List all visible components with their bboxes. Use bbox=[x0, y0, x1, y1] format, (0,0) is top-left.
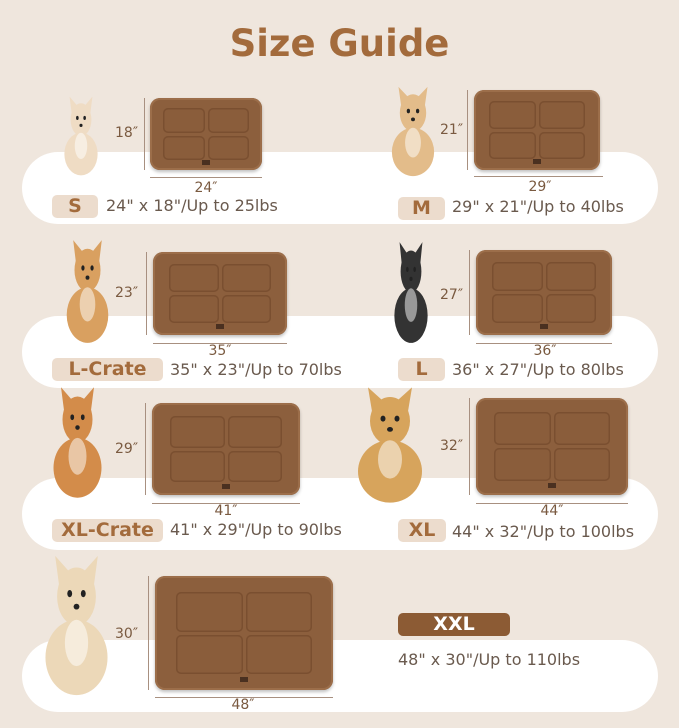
width-line bbox=[153, 343, 287, 344]
width-line bbox=[155, 697, 333, 698]
mat-image bbox=[150, 98, 262, 170]
size-spec: 48" x 30"/Up to 110lbs bbox=[398, 650, 581, 669]
width-line bbox=[476, 503, 628, 504]
size-badge: XXL bbox=[398, 613, 510, 636]
width-line bbox=[474, 176, 603, 177]
height-line bbox=[469, 250, 470, 335]
dog-photo bbox=[340, 385, 440, 505]
mat-image bbox=[153, 252, 287, 335]
width-label: 44″ bbox=[540, 503, 564, 519]
dog-photo bbox=[55, 95, 107, 177]
height-line bbox=[467, 90, 468, 170]
height-label: 27″ bbox=[440, 287, 464, 303]
mat-image bbox=[476, 398, 628, 495]
dog-photo bbox=[55, 238, 120, 345]
size-badge: M bbox=[398, 197, 445, 220]
dog-photo bbox=[385, 240, 437, 345]
height-line bbox=[145, 403, 146, 495]
size-spec: 44" x 32"/Up to 100lbs bbox=[452, 522, 635, 541]
mat-image bbox=[476, 250, 612, 335]
dog-photo bbox=[28, 553, 125, 698]
height-line bbox=[148, 576, 149, 690]
size-spec: 35" x 23"/Up to 70lbs bbox=[170, 360, 342, 379]
size-badge: XL bbox=[398, 519, 446, 542]
height-line bbox=[469, 398, 470, 495]
size-spec: 41" x 29"/Up to 90lbs bbox=[170, 520, 342, 539]
size-badge: L-Crate bbox=[52, 358, 163, 381]
height-label: 23″ bbox=[115, 285, 139, 301]
width-label: 29″ bbox=[528, 179, 552, 195]
size-spec: 29" x 21"/Up to 40lbs bbox=[452, 197, 624, 216]
size-badge: L bbox=[398, 358, 445, 381]
width-label: 48″ bbox=[231, 697, 255, 713]
mat-image bbox=[474, 90, 600, 170]
size-spec: 24" x 18"/Up to 25lbs bbox=[106, 196, 278, 215]
mat-image bbox=[155, 576, 333, 690]
mat-image bbox=[152, 403, 300, 495]
width-line bbox=[152, 503, 300, 504]
height-label: 32″ bbox=[440, 438, 464, 454]
size-badge: XL-Crate bbox=[52, 519, 163, 542]
height-label: 30″ bbox=[115, 626, 139, 642]
height-label: 21″ bbox=[440, 122, 464, 138]
height-line bbox=[144, 98, 145, 170]
row-band bbox=[22, 640, 658, 712]
width-label: 36″ bbox=[533, 343, 557, 359]
width-line bbox=[150, 177, 262, 178]
height-label: 18″ bbox=[115, 125, 139, 141]
page-title: Size Guide bbox=[229, 22, 450, 65]
width-label: 24″ bbox=[194, 180, 218, 196]
width-label: 35″ bbox=[208, 343, 232, 359]
width-label: 41″ bbox=[214, 503, 238, 519]
dog-photo bbox=[380, 85, 446, 178]
height-label: 29″ bbox=[115, 441, 139, 457]
height-line bbox=[146, 252, 147, 335]
size-spec: 36" x 27"/Up to 80lbs bbox=[452, 360, 624, 379]
dog-photo bbox=[40, 385, 115, 500]
width-line bbox=[476, 343, 612, 344]
size-badge: S bbox=[52, 195, 98, 218]
